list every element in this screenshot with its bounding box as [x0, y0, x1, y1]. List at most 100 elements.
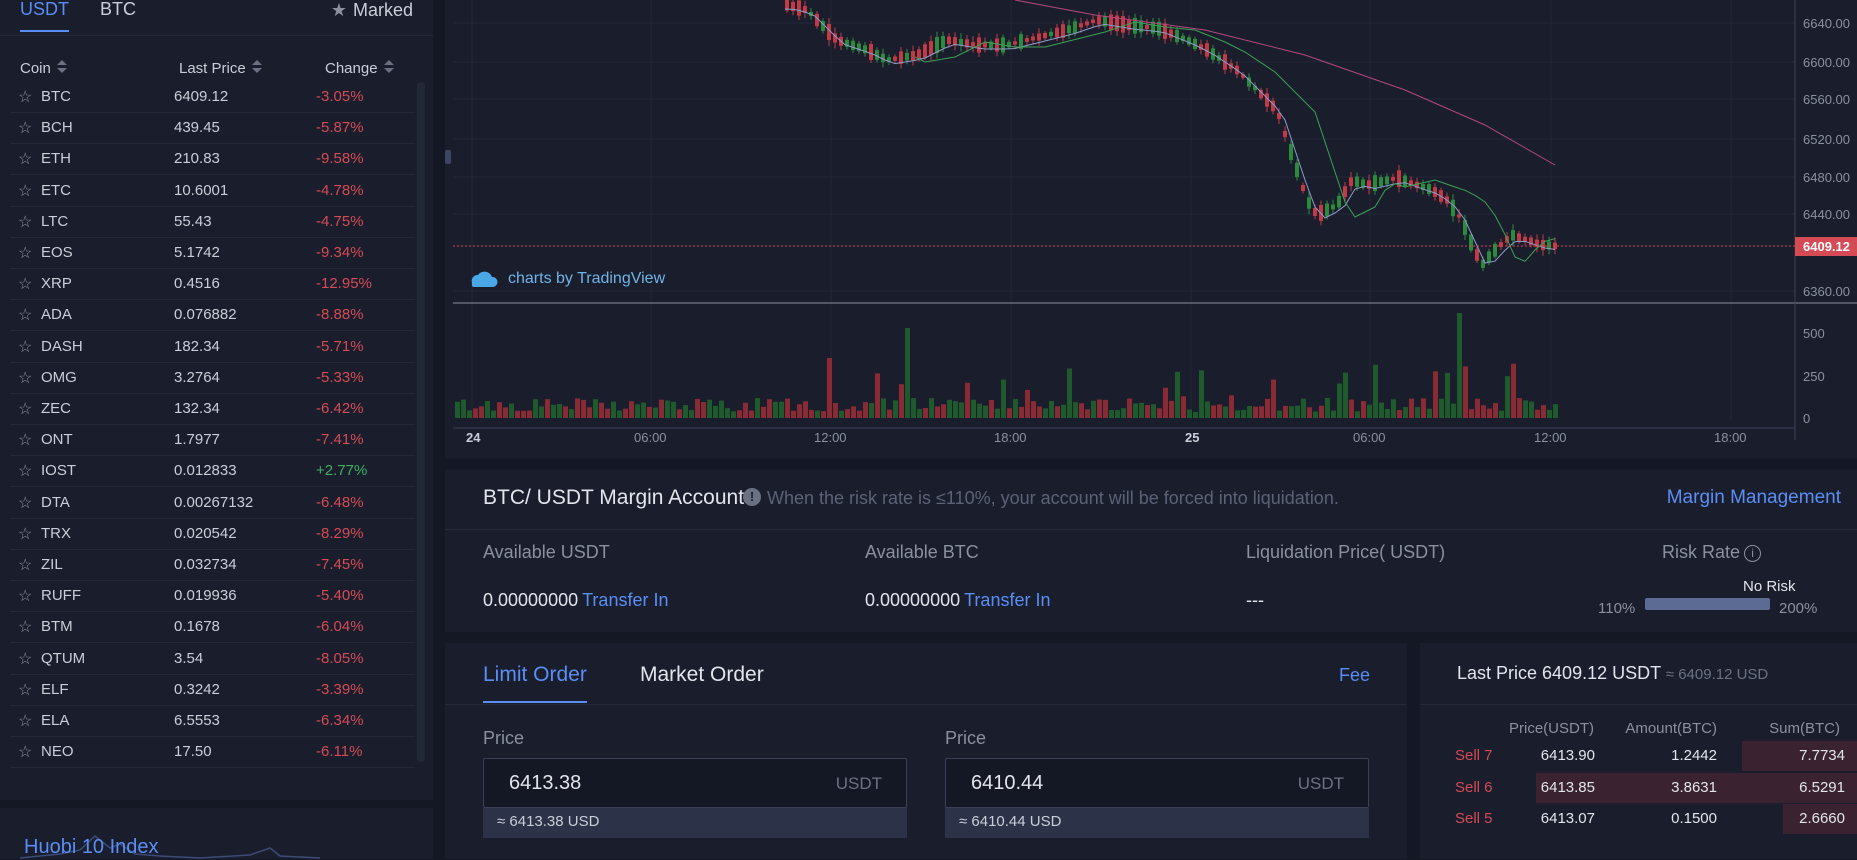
volume-bar [1031, 401, 1036, 418]
candle [1121, 16, 1125, 33]
volume-bar [1283, 405, 1288, 418]
coin-change: -7.41% [316, 431, 364, 449]
candle [1127, 20, 1131, 31]
volume-bar [1517, 398, 1522, 418]
margin-management-link[interactable]: Margin Management [1666, 487, 1841, 508]
candle [1493, 243, 1497, 257]
volume-bar [1523, 400, 1528, 418]
candlestick-chart[interactable]: 6409.12 6640.00 6600.00 6560.00 6520.00 6480.… [445, 0, 1857, 458]
info-icon[interactable]: i [1744, 545, 1762, 562]
coin-row-ada[interactable]: ☆ ADA 0.076882 -8.88% [10, 300, 415, 332]
star-icon[interactable]: ☆ [18, 151, 33, 169]
huobi-index-title[interactable]: Huobi 10 Index [24, 836, 159, 858]
coin-row-ltc[interactable]: ☆ LTC 55.43 -4.75% [10, 207, 415, 238]
transfer-in-usdt-link[interactable]: Transfer In [582, 590, 669, 610]
star-icon[interactable]: ☆ [18, 213, 33, 231]
order-book: Last Price 6409.12 USDT ≈ 6409.12 USD Pr… [1420, 643, 1857, 859]
volume-bar [623, 408, 628, 418]
star-icon[interactable]: ☆ [18, 120, 33, 138]
volume-bar [1019, 406, 1024, 418]
star-icon[interactable]: ☆ [18, 681, 33, 699]
star-icon[interactable]: ☆ [18, 744, 33, 762]
coin-row-iost[interactable]: ☆ IOST 0.012833 +2.77% [10, 456, 415, 488]
tab-usdt[interactable]: USDT [20, 0, 69, 32]
buy-price-input[interactable]: 6413.38 USDT [483, 758, 907, 808]
coin-row-qtum[interactable]: ☆ QTUM 3.54 -8.05% [10, 644, 415, 675]
coin-row-btm[interactable]: ☆ BTM 0.1678 -6.04% [10, 612, 415, 644]
star-icon[interactable]: ☆ [18, 369, 33, 387]
star-icon[interactable]: ☆ [18, 619, 33, 637]
info-icon[interactable]: ! [743, 488, 761, 506]
column-last-price[interactable]: Last Price [179, 60, 262, 77]
coin-row-dta[interactable]: ☆ DTA 0.00267132 -6.48% [10, 488, 415, 519]
book-row[interactable]: Sell 6 6413.85 3.8631 6.5291 [1445, 772, 1857, 803]
volume-bar [1271, 379, 1276, 418]
price-chart[interactable]: 6409.12 6640.00 6600.00 6560.00 6520.00 6480.… [445, 0, 1857, 458]
candle [1367, 180, 1371, 189]
candle [1241, 74, 1245, 78]
star-icon[interactable]: ☆ [18, 432, 33, 450]
column-change[interactable]: Change [325, 60, 394, 77]
star-icon[interactable]: ☆ [18, 276, 33, 294]
star-icon[interactable]: ☆ [18, 525, 33, 543]
tab-btc[interactable]: BTC [100, 0, 136, 19]
transfer-in-btc-link[interactable]: Transfer In [964, 590, 1051, 610]
coin-row-neo[interactable]: ☆ NEO 17.50 -6.11% [10, 737, 415, 769]
star-icon[interactable]: ☆ [18, 463, 33, 481]
coin-row-ont[interactable]: ☆ ONT 1.7977 -7.41% [10, 425, 415, 457]
coin-row-ruff[interactable]: ☆ RUFF 0.019936 -5.40% [10, 581, 415, 613]
coin-row-zil[interactable]: ☆ ZIL 0.032734 -7.45% [10, 550, 415, 581]
star-icon[interactable]: ☆ [18, 307, 33, 325]
coin-name: XRP [41, 275, 72, 293]
sell-price-input[interactable]: 6410.44 USDT [945, 758, 1369, 808]
star-icon[interactable]: ☆ [18, 713, 33, 730]
coin-row-trx[interactable]: ☆ TRX 0.020542 -8.29% [10, 519, 415, 550]
column-coin[interactable]: Coin [20, 60, 67, 77]
tab-market-order[interactable]: Market Order [640, 663, 764, 686]
candle [995, 38, 999, 52]
coin-change: -8.05% [316, 649, 364, 667]
star-icon[interactable]: ☆ [18, 650, 33, 668]
star-icon[interactable]: ☆ [18, 182, 33, 200]
candle [881, 53, 885, 63]
star-icon[interactable]: ☆ [18, 557, 33, 574]
volume-bar [827, 358, 832, 418]
coin-name: EOS [41, 244, 73, 261]
star-icon[interactable]: ☆ [18, 245, 33, 262]
coin-row-omg[interactable]: ☆ OMG 3.2764 -5.33% [10, 363, 415, 394]
volume-bar [473, 408, 478, 418]
volume-bar [1367, 404, 1372, 418]
star-icon[interactable]: ☆ [18, 401, 33, 418]
fee-link[interactable]: Fee [1338, 665, 1370, 685]
coin-row-elf[interactable]: ☆ ELF 0.3242 -3.39% [10, 675, 415, 706]
volume-bar [791, 410, 796, 418]
coin-row-eth[interactable]: ☆ ETH 210.83 -9.58% [10, 144, 415, 176]
coin-row-btc[interactable]: ☆ BTC 6409.12 -3.05% [10, 82, 415, 113]
chart-resize-handle[interactable] [445, 150, 451, 164]
volume-bar [785, 398, 790, 418]
volume-bar [1055, 406, 1060, 418]
book-row[interactable]: Sell 7 6413.90 1.2442 7.7734 [1445, 741, 1857, 771]
star-icon[interactable]: ☆ [18, 494, 33, 512]
star-icon[interactable]: ☆ [18, 338, 33, 356]
volume-bar [1361, 401, 1366, 418]
coin-row-eos[interactable]: ☆ EOS 5.1742 -9.34% [10, 238, 415, 269]
huobi-index-panel: Huobi 10 Index [0, 800, 433, 859]
coin-row-zec[interactable]: ☆ ZEC 132.34 -6.42% [10, 394, 415, 425]
coin-price: 0.00267132 [174, 493, 254, 511]
volume-bar [1403, 407, 1408, 418]
star-icon[interactable]: ☆ [18, 89, 33, 106]
star-icon[interactable]: ☆ [18, 588, 33, 606]
marked-filter[interactable]: ★ Marked [331, 0, 413, 21]
coin-row-xrp[interactable]: ☆ XRP 0.4516 -12.95% [10, 269, 415, 301]
coin-list-scrollbar[interactable] [417, 82, 425, 762]
volume-bar [1391, 399, 1396, 418]
coin-row-dash[interactable]: ☆ DASH 182.34 -5.71% [10, 332, 415, 363]
coin-row-bch[interactable]: ☆ BCH 439.45 -5.87% [10, 113, 415, 145]
book-row[interactable]: Sell 5 6413.07 0.1500 2.6660 [1445, 804, 1857, 834]
tab-limit-order[interactable]: Limit Order [483, 663, 587, 703]
candle [833, 33, 837, 43]
coin-row-etc[interactable]: ☆ ETC 10.6001 -4.78% [10, 176, 415, 207]
coin-row-ela[interactable]: ☆ ELA 6.5553 -6.34% [10, 706, 415, 737]
candle [935, 37, 939, 53]
